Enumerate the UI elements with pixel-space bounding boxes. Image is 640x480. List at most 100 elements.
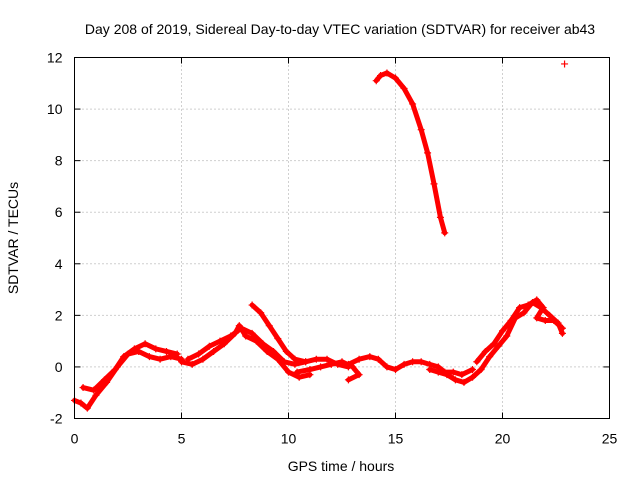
- data-point: [227, 332, 235, 340]
- data-point: [338, 358, 346, 366]
- data-segment: [112, 354, 127, 373]
- data-point: [424, 149, 432, 157]
- plot-frame: [74, 57, 610, 419]
- data-segment: [425, 150, 437, 187]
- data-point: [374, 355, 382, 363]
- data-segment: [418, 127, 431, 156]
- data-point: [372, 77, 380, 85]
- data-point: [436, 213, 444, 221]
- data-segment: [84, 392, 99, 411]
- data-point: [383, 69, 391, 77]
- data-point: [302, 358, 310, 366]
- y-axis-label: SDTVAR / TECUs: [5, 182, 21, 294]
- data-point: [100, 376, 108, 384]
- data-point: [312, 355, 320, 363]
- data-point: [291, 355, 299, 363]
- data-point: [237, 324, 245, 332]
- data-point: [327, 360, 335, 368]
- data-point: [499, 327, 506, 335]
- data-point: [111, 366, 119, 374]
- y-tick-label: 8: [55, 153, 63, 169]
- series-track-9: [473, 296, 566, 366]
- x-axis-label: GPS time / hours: [288, 458, 395, 474]
- series-track-5: [248, 301, 352, 371]
- data-point: [441, 229, 449, 237]
- data-point: [145, 353, 153, 361]
- data-segment: [266, 323, 281, 342]
- data-point: [323, 355, 331, 363]
- data-point: [188, 360, 196, 368]
- data-point: [533, 296, 541, 304]
- data-point: [409, 358, 417, 366]
- y-tick-label: 10: [47, 101, 63, 117]
- x-tick-label: 15: [388, 431, 404, 447]
- data-point: [524, 301, 532, 309]
- data-point: [280, 358, 288, 366]
- data-point: [274, 335, 282, 343]
- x-tick-label: 0: [71, 431, 79, 447]
- data-point: [216, 337, 224, 345]
- data-point: [130, 345, 138, 353]
- data-point: [507, 317, 515, 325]
- data-segment: [93, 379, 110, 398]
- data-point: [248, 329, 256, 337]
- data-point: [539, 304, 547, 312]
- data-point: [344, 376, 352, 384]
- data-point: [120, 353, 128, 361]
- data-point: [195, 350, 203, 358]
- data-point: [477, 366, 485, 374]
- data-point: [426, 366, 434, 374]
- data-point: [285, 368, 292, 376]
- data-segment: [401, 85, 416, 107]
- data-point: [205, 342, 213, 350]
- data-point: [257, 309, 265, 317]
- data-point: [265, 322, 273, 330]
- data-point: [469, 373, 477, 381]
- data-point: [409, 100, 417, 108]
- data-point: [520, 309, 528, 317]
- x-tick-label: 20: [495, 431, 511, 447]
- data-point: [400, 360, 408, 368]
- data-point: [270, 347, 278, 355]
- data-point: [458, 371, 466, 379]
- series-track-2: [79, 340, 181, 394]
- data-segment: [551, 318, 565, 331]
- data-segment: [459, 367, 476, 378]
- data-segment: [275, 356, 291, 375]
- data-segment: [410, 101, 424, 133]
- y-tick-label: 0: [55, 359, 63, 375]
- data-point: [451, 376, 459, 384]
- series-track-7: [344, 353, 477, 379]
- x-tick-labels: 0 5 10 15 20 25: [71, 431, 618, 447]
- data-point: [473, 358, 481, 366]
- data-point: [77, 399, 85, 407]
- y-tick-label: -2: [50, 411, 63, 427]
- data-point: [383, 363, 391, 371]
- data-segment: [258, 310, 272, 329]
- data-segment: [431, 181, 443, 220]
- data-point: [494, 342, 502, 350]
- data-point: [541, 317, 549, 325]
- data-point: [317, 363, 325, 371]
- data-point: [295, 373, 303, 381]
- data-point: [90, 386, 98, 394]
- data-segment: [478, 354, 493, 373]
- data-point: [503, 332, 511, 340]
- data-point: [546, 311, 554, 319]
- series-track-6: [293, 358, 363, 384]
- data-segment: [491, 328, 505, 347]
- x-tick-label: 10: [281, 431, 297, 447]
- x-tick-label: 25: [602, 431, 618, 447]
- data-point: [173, 350, 181, 358]
- data-segment: [437, 214, 448, 236]
- data-point: [417, 126, 425, 134]
- data-point: [516, 304, 524, 312]
- data-point: [184, 355, 192, 363]
- y-tick-label: 4: [55, 256, 63, 272]
- y-tick-label: 2: [55, 307, 63, 323]
- data-point: [248, 301, 256, 309]
- series-track-1: [71, 347, 185, 412]
- data-point: [156, 355, 164, 363]
- data-point: [490, 340, 498, 348]
